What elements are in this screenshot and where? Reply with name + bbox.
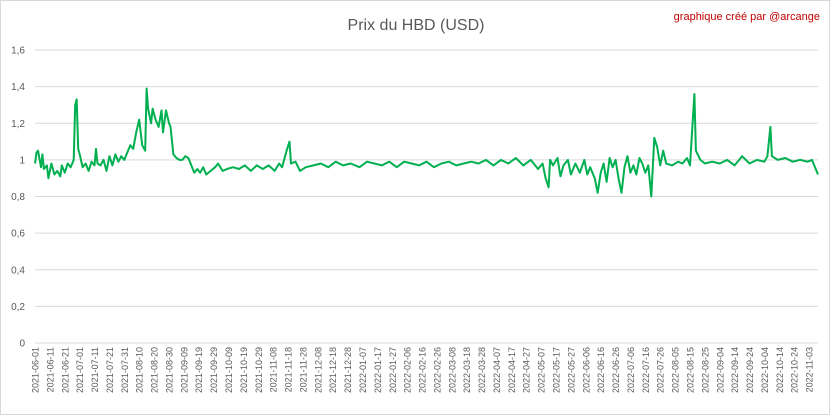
x-tick-label: 2021-07-01 <box>75 347 85 393</box>
x-tick-label: 2022-03-28 <box>477 347 487 393</box>
x-tick-label: 2021-10-19 <box>239 347 249 393</box>
x-tick-label: 2022-07-06 <box>626 347 636 393</box>
y-tick-label: 1 <box>19 155 25 166</box>
x-tick-label: 2021-07-11 <box>90 347 100 392</box>
x-tick-label: 2022-02-06 <box>403 347 413 393</box>
x-axis-ticks: 2021-06-01 2021-06-11 2021-06-21 2021-07-01… <box>31 347 815 393</box>
y-tick-label: 0,8 <box>11 192 25 203</box>
y-axis-ticks: 0 0,2 0,4 0,6 0,8 1 1,2 1,4 1,6 <box>11 46 25 350</box>
x-tick-label: 2022-07-26 <box>656 347 666 393</box>
y-tick-label: 0,6 <box>11 229 25 240</box>
x-tick-label: 2022-08-15 <box>685 347 695 393</box>
x-tick-label: 2022-01-07 <box>358 347 368 393</box>
x-tick-label: 2022-05-07 <box>537 347 547 393</box>
chart-credit: graphique créé par @arcange <box>674 11 820 23</box>
x-tick-label: 2021-11-18 <box>284 347 294 392</box>
x-tick-label: 2021-09-19 <box>194 347 204 393</box>
y-tick-label: 0,4 <box>11 265 25 276</box>
x-tick-label: 2022-06-16 <box>596 347 606 393</box>
x-tick-label: 2021-08-20 <box>150 347 160 393</box>
x-tick-label: 2022-09-14 <box>730 347 740 393</box>
x-tick-label: 2021-07-31 <box>120 347 130 393</box>
x-tick-label: 2021-09-29 <box>209 347 219 393</box>
x-tick-label: 2022-01-27 <box>388 347 398 393</box>
x-tick-label: 2022-01-17 <box>373 347 383 393</box>
x-tick-label: 2022-09-24 <box>745 347 755 393</box>
x-tick-label: 2022-03-18 <box>462 347 472 393</box>
x-tick-label: 2022-09-04 <box>715 347 725 393</box>
x-tick-label: 2022-11-03 <box>805 347 815 392</box>
x-tick-label: 2021-12-18 <box>328 347 338 393</box>
x-tick-label: 2022-08-05 <box>671 347 681 393</box>
x-tick-label: 2022-04-07 <box>492 347 502 393</box>
series-layer <box>34 87 819 198</box>
x-tick-label: 2021-12-08 <box>313 347 323 393</box>
chart-title: Prix du HBD (USD) <box>348 17 485 34</box>
x-tick-label: 2021-08-30 <box>164 347 174 393</box>
x-tick-label: 2021-10-29 <box>254 347 264 393</box>
x-tick-label: 2022-04-27 <box>522 347 532 393</box>
x-tick-label: 2021-07-21 <box>105 347 115 393</box>
x-tick-label: 2021-10-09 <box>224 347 234 393</box>
x-tick-label: 2022-10-04 <box>760 347 770 393</box>
x-tick-label: 2022-07-16 <box>641 347 651 393</box>
x-tick-label: 2021-06-11 <box>45 347 55 392</box>
x-tick-label: 2022-06-06 <box>581 347 591 393</box>
y-tick-label: 1,6 <box>11 46 25 57</box>
y-tick-label: 1,4 <box>11 82 25 93</box>
x-tick-label: 2021-08-10 <box>135 347 145 393</box>
hbd-price-line <box>34 87 819 198</box>
x-tick-label: 2022-04-17 <box>507 347 517 393</box>
x-tick-label: 2021-06-01 <box>31 347 41 393</box>
x-tick-label: 2022-05-27 <box>566 347 576 393</box>
gridlines <box>35 49 818 344</box>
x-tick-label: 2022-08-25 <box>700 347 710 393</box>
x-tick-label: 2022-10-14 <box>775 347 785 393</box>
x-tick-label: 2021-12-28 <box>343 347 353 393</box>
x-tick-label: 2022-02-26 <box>432 347 442 393</box>
y-tick-label: 0,2 <box>11 302 25 313</box>
x-tick-label: 2022-02-16 <box>418 347 428 393</box>
y-tick-label: 0 <box>19 339 25 350</box>
x-tick-label: 2022-06-26 <box>611 347 621 393</box>
y-tick-label: 1,2 <box>11 119 25 130</box>
x-tick-label: 2021-06-21 <box>60 347 70 393</box>
x-tick-label: 2021-11-08 <box>269 347 279 392</box>
x-tick-label: 2021-11-28 <box>298 347 308 392</box>
x-tick-label: 2021-09-09 <box>179 347 189 393</box>
x-tick-label: 2022-10-24 <box>790 347 800 393</box>
x-tick-label: 2022-05-17 <box>552 347 562 393</box>
x-tick-label: 2022-03-08 <box>447 347 457 393</box>
